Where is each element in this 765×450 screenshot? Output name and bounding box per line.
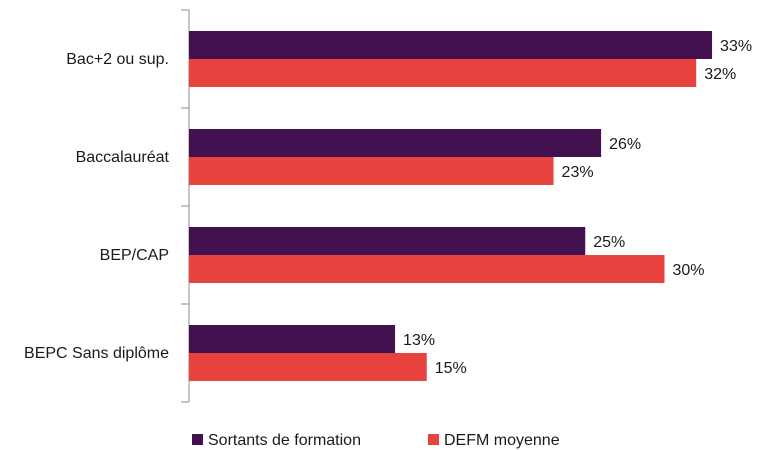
data-label: 32% — [704, 66, 736, 83]
data-label: 23% — [562, 164, 594, 181]
bar-sortants — [189, 129, 602, 157]
category-labels: Bac+2 ou sup. Baccalauréat BEP/CAP BEPC San… — [24, 51, 170, 362]
legend-swatch-sortants — [192, 434, 203, 445]
data-label: 25% — [593, 234, 625, 251]
bar-sortants — [189, 31, 713, 59]
category-axis — [181, 9, 190, 403]
bar-defm — [189, 59, 697, 87]
data-label: 15% — [435, 360, 467, 377]
data-label: 33% — [720, 38, 752, 55]
bar-sortants — [189, 227, 586, 255]
bar-defm — [189, 353, 427, 381]
value-labels: 33% 32% 26% 23% 25% 30% 13%15% — [403, 38, 752, 377]
bar-defm — [189, 157, 554, 185]
legend: Sortants de formation DEFM moyenne — [192, 432, 560, 449]
bar-sortants — [189, 325, 396, 353]
data-label: 26% — [609, 136, 641, 153]
data-label: 13% — [403, 332, 435, 349]
category-label: BEPC Sans diplôme — [24, 345, 169, 362]
data-label: 30% — [673, 262, 705, 279]
bar-defm — [189, 255, 665, 283]
category-label: BEP/CAP — [100, 247, 169, 264]
legend-label-sortants: Sortants de formation — [208, 432, 361, 449]
category-label: Baccalauréat — [76, 149, 170, 166]
bars — [189, 31, 713, 381]
legend-swatch-defm — [428, 434, 439, 445]
legend-label-defm: DEFM moyenne — [444, 432, 560, 449]
category-label: Bac+2 ou sup. — [66, 51, 169, 68]
